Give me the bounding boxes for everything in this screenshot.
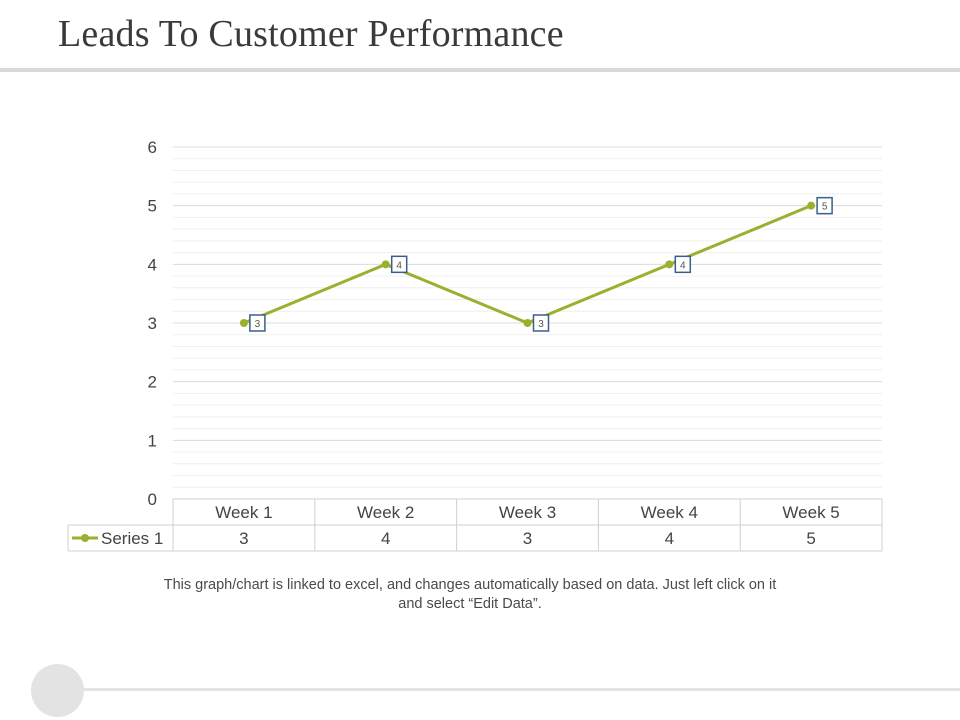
- data-label: 3: [538, 319, 544, 330]
- y-tick-label: 1: [148, 431, 157, 450]
- legend-marker: [81, 534, 89, 542]
- y-tick-label: 0: [148, 490, 157, 509]
- y-tick-label: 4: [148, 255, 157, 274]
- table-value: 5: [806, 529, 815, 548]
- data-label-box: [816, 196, 833, 215]
- data-label-box: [390, 255, 408, 274]
- data-label-box: [249, 314, 266, 332]
- y-tick-label: 2: [148, 373, 157, 392]
- data-label: 4: [680, 260, 686, 271]
- data-label: 5: [822, 202, 828, 213]
- data-point-marker: [665, 260, 674, 269]
- data-point-marker: [239, 319, 248, 327]
- title-divider: [0, 68, 960, 72]
- data-point-marker: [807, 201, 816, 210]
- x-category-label: Week 5: [782, 503, 839, 522]
- y-tick-label: 5: [148, 197, 157, 216]
- data-label-box: [532, 314, 550, 332]
- y-tick-label: 6: [148, 138, 157, 157]
- data-point-marker: [381, 260, 390, 269]
- footer-circle-decoration: [31, 664, 84, 717]
- y-tick-label: 3: [148, 314, 157, 333]
- footer-divider: [84, 688, 960, 691]
- table-value: 3: [239, 529, 248, 548]
- table-value: 4: [665, 529, 674, 548]
- slide-title: Leads To Customer Performance: [58, 13, 564, 55]
- legend-series-name: Series 1: [101, 529, 163, 548]
- chart-caption: This graph/chart is linked to excel, and…: [163, 577, 777, 612]
- table-value: 3: [523, 529, 532, 548]
- data-label: 4: [396, 260, 402, 271]
- data-label-box: [674, 255, 692, 274]
- table-value: 4: [381, 529, 390, 548]
- data-label: 3: [255, 319, 261, 330]
- x-category-label: Week 3: [499, 503, 556, 522]
- x-category-label: Week 2: [357, 503, 414, 522]
- x-category-label: Week 4: [641, 503, 698, 522]
- x-category-label: Week 1: [215, 503, 272, 522]
- data-point-marker: [523, 319, 532, 327]
